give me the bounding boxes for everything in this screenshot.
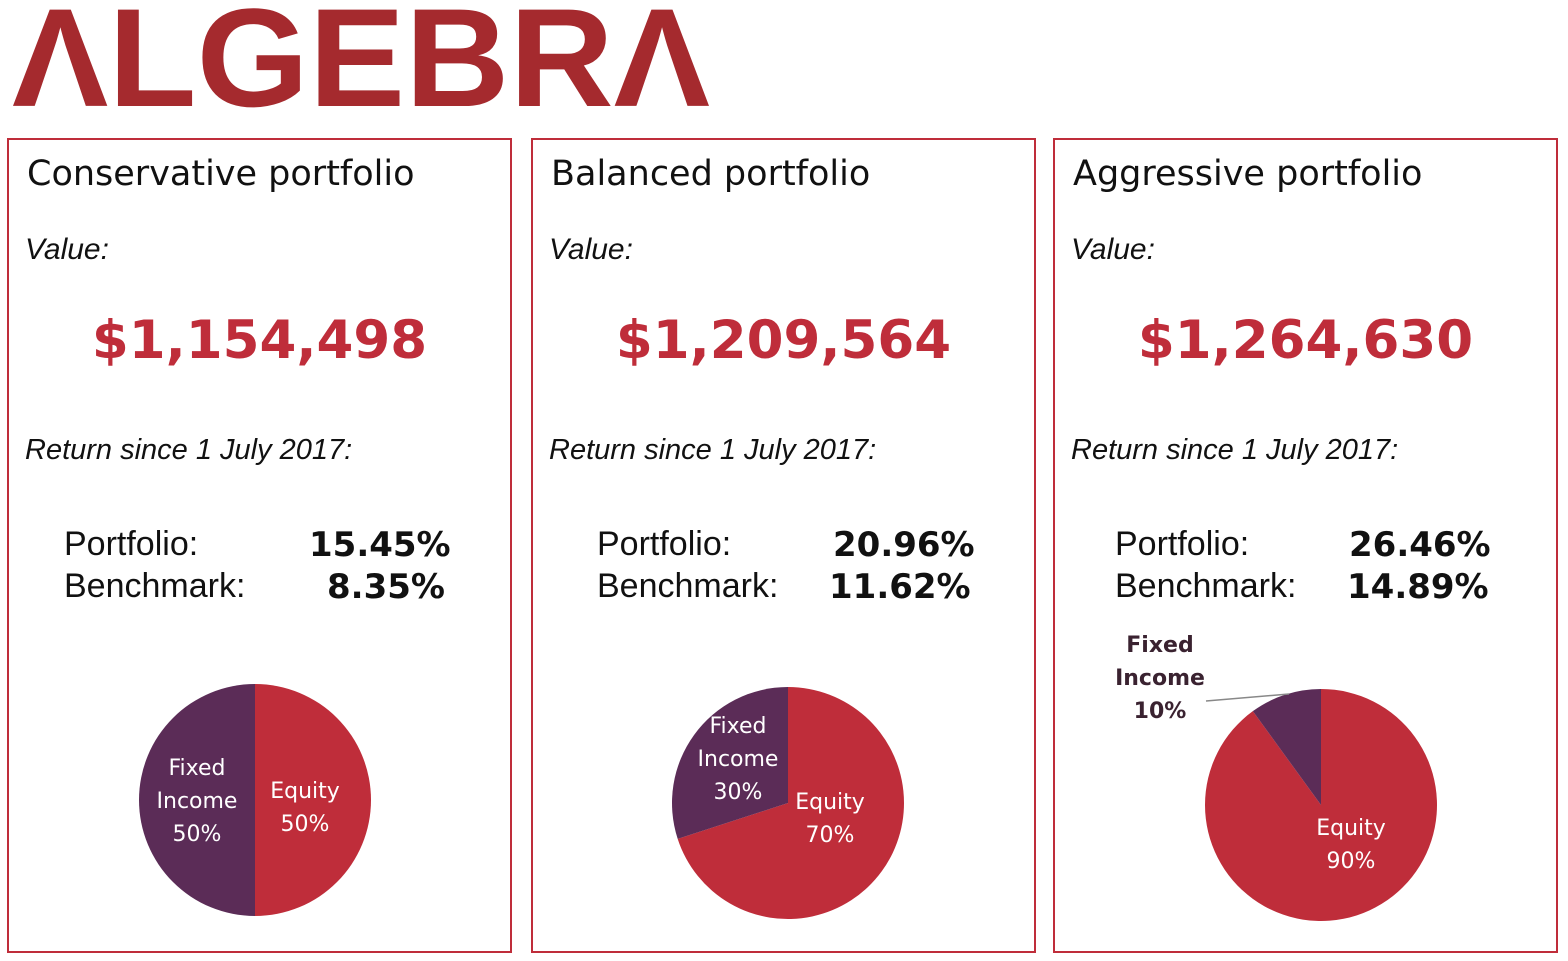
fixed-income-slice-label: 10% (1134, 699, 1187, 724)
portfolio-card-aggressive: Aggressive portfolio Value: $1,264,630 R… (1053, 138, 1558, 953)
fixed-income-slice-label: 50% (173, 822, 222, 847)
return-label: Return since 1 July 2017: (25, 434, 353, 466)
value-label: Value: (1071, 233, 1155, 266)
portfolio-label: Portfolio: (64, 525, 199, 563)
allocation-pie-chart: Equity 50% Fixed Income 50% (139, 684, 371, 916)
benchmark-return-value: 8.35% (327, 567, 445, 607)
pie-slice-fixed-income (139, 684, 255, 916)
pie-slice-fixed-income (1252, 689, 1321, 805)
equity-slice-label: 50% (281, 812, 330, 837)
portfolio-value: $1,264,630 (1137, 310, 1474, 371)
algebra-logo: ΛLGEBRΛ (12, 0, 710, 115)
portfolio-return-row: Portfolio: 26.46% (1115, 525, 1491, 565)
portfolio-card-conservative: Conservative portfolio Value: $1,154,498… (7, 138, 512, 953)
benchmark-label: Benchmark: (1115, 567, 1297, 605)
portfolio-title: Conservative portfolio (27, 154, 415, 194)
equity-slice-label: Equity (795, 790, 865, 815)
equity-slice-label: Equity (270, 779, 340, 804)
benchmark-return-row: Benchmark: 8.35% (64, 567, 445, 607)
leader-line (1205, 693, 1290, 702)
equity-slice-label: 90% (1327, 849, 1376, 874)
fixed-income-slice-label: Income (157, 789, 238, 814)
benchmark-return-row: Benchmark: 11.62% (597, 567, 971, 607)
portfolio-return-value: 20.96% (833, 525, 975, 565)
portfolio-label: Portfolio: (1115, 525, 1250, 563)
portfolio-value: $1,209,564 (615, 310, 952, 371)
return-label: Return since 1 July 2017: (1071, 434, 1399, 466)
pie-slice-equity (677, 687, 904, 919)
pie-slice-equity (255, 684, 371, 916)
fixed-income-slice-label: Income (698, 747, 779, 772)
benchmark-label: Benchmark: (64, 567, 246, 605)
fixed-income-slice-label: 30% (714, 780, 763, 805)
portfolio-return-value: 26.46% (1349, 525, 1491, 565)
portfolio-return-row: Portfolio: 20.96% (597, 525, 975, 565)
allocation-pie-chart: Equity 70% Fixed Income 30% (672, 687, 904, 919)
portfolio-card-balanced: Balanced portfolio Value: $1,209,564 Ret… (531, 138, 1036, 953)
value-label: Value: (25, 233, 109, 266)
benchmark-return-value: 11.62% (829, 567, 971, 607)
value-label: Value: (549, 233, 633, 266)
portfolio-return-row: Portfolio: 15.45% (64, 525, 451, 565)
benchmark-label: Benchmark: (597, 567, 779, 605)
pie-slice-fixed-income (672, 687, 788, 839)
equity-slice-label: 70% (806, 823, 855, 848)
portfolio-value: $1,154,498 (91, 310, 428, 371)
portfolio-label: Portfolio: (597, 525, 732, 563)
fixed-income-slice-label: Fixed (709, 714, 766, 739)
fixed-income-slice-label: Fixed (168, 756, 225, 781)
allocation-pie-chart: Equity 90% Fixed Income 10% (1115, 633, 1437, 921)
benchmark-return-value: 14.89% (1347, 567, 1489, 607)
portfolio-return-value: 15.45% (309, 525, 451, 565)
pie-slice-equity (1205, 689, 1437, 921)
portfolio-title: Balanced portfolio (551, 154, 871, 194)
return-label: Return since 1 July 2017: (549, 434, 877, 466)
benchmark-return-row: Benchmark: 14.89% (1115, 567, 1489, 607)
fixed-income-slice-label: Fixed (1126, 633, 1193, 658)
portfolio-title: Aggressive portfolio (1073, 154, 1423, 194)
fixed-income-slice-label: Income (1115, 666, 1205, 691)
equity-slice-label: Equity (1316, 816, 1386, 841)
svg-text:ΛLGEBRΛ: ΛLGEBRΛ (12, 0, 710, 115)
